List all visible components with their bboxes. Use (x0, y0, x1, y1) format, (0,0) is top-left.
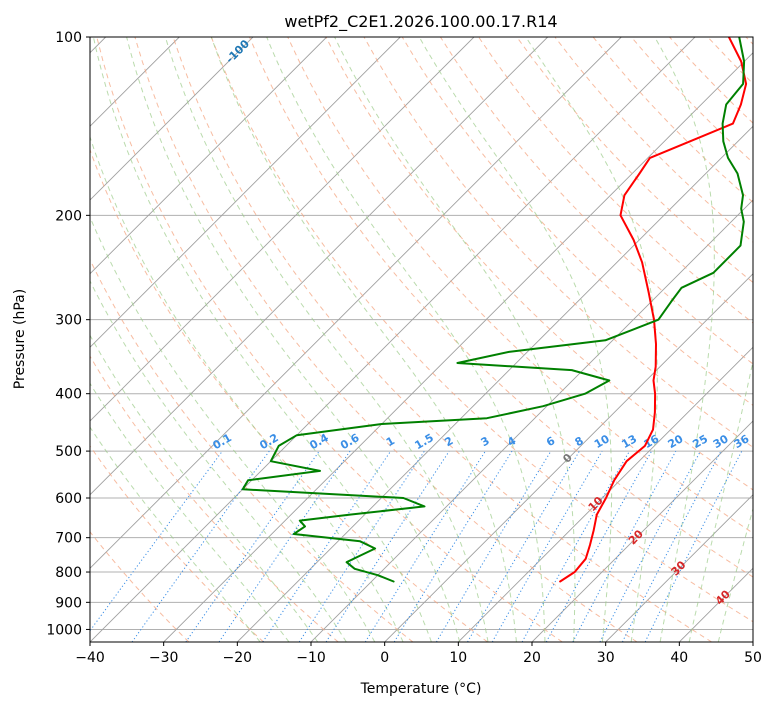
moist-adiabat-line (164, 37, 489, 642)
x-tick-label: 40 (670, 650, 688, 666)
dry-adiabat-line (90, 258, 414, 642)
isotherm-line (310, 199, 753, 642)
moist-adiabat-line (90, 426, 261, 642)
mixing-ratio-line (435, 450, 552, 642)
plot-frame (89, 36, 754, 643)
isotherm-line (90, 37, 622, 569)
isotherm-line (90, 37, 549, 496)
x-tick-label: 0 (380, 650, 389, 666)
y-tick-label: 100 (55, 30, 82, 46)
isotherm-line (605, 494, 753, 642)
moist-adiabat-line (525, 37, 658, 642)
mixing-ratio-line (262, 450, 392, 642)
isotherm-line (236, 125, 753, 642)
mixing-ratio-line (599, 450, 701, 642)
mixing-ratio-line (131, 450, 270, 642)
x-tick-label: 20 (523, 650, 541, 666)
mixing-ratio-line (644, 450, 743, 642)
x-tick-label: 30 (597, 650, 615, 666)
x-tick-label: −40 (75, 650, 105, 666)
moist-adiabat-line (90, 135, 404, 642)
moist-adiabat-line (126, 37, 461, 642)
background-lines (90, 37, 753, 642)
dry-adiabat-line (90, 445, 264, 642)
mixing-ratio-line (491, 450, 603, 642)
isotherm-line (90, 37, 328, 275)
temperature-line (559, 37, 748, 583)
moist-adiabat-line (266, 37, 546, 642)
y-tick-label: 700 (55, 531, 82, 547)
dry-adiabat-line (439, 37, 753, 365)
moist-adiabat-line (210, 37, 517, 642)
moist-adiabat-line (92, 37, 432, 642)
mixing-ratio-line (218, 450, 351, 642)
mixing-ratio-line (90, 450, 223, 632)
profiles (241, 37, 748, 583)
y-tick-label: 400 (55, 387, 82, 403)
axes: −40 −30 −20 −10 0 10 20 30 40 50 100 200 300 400 500 60… (46, 30, 762, 666)
isotherm-line (90, 37, 254, 201)
y-axis-label: Pressure (hPa) (12, 289, 28, 389)
isotherm-line (90, 37, 401, 348)
y-tick-label: 900 (55, 595, 82, 611)
dry-adiabat-line (90, 148, 488, 642)
y-tick-label: 1000 (46, 622, 82, 638)
x-tick-label: −30 (149, 650, 179, 666)
moist-adiabat-line (654, 37, 715, 642)
dry-adiabat-line (90, 531, 190, 642)
y-tick-label: 600 (55, 491, 82, 507)
y-tick-label: 300 (55, 313, 82, 329)
moist-adiabat-line (334, 37, 576, 642)
mixing-ratio-line (467, 450, 580, 642)
mixing-ratio-line (393, 450, 513, 642)
dewpoint-line (241, 37, 746, 583)
moist-adiabat-line (90, 215, 376, 642)
x-axis-label: Temperature (°C) (360, 681, 482, 697)
dry-adiabat-line (516, 37, 753, 284)
x-tick-label: −10 (296, 650, 326, 666)
dry-adiabat-line (210, 37, 753, 623)
dry-adiabat-line (172, 37, 712, 642)
dry-adiabat-line (96, 37, 563, 642)
dry-adiabat-line (401, 37, 753, 406)
plot-area (90, 37, 753, 642)
x-tick-label: 50 (744, 650, 762, 666)
x-tick-label: 10 (449, 650, 467, 666)
isotherm-line (531, 420, 753, 642)
isotherm-line (457, 346, 753, 642)
moist-adiabat-line (90, 382, 290, 642)
dry-adiabat-line (249, 37, 753, 578)
isotherm-line (384, 273, 753, 642)
isotherm-line (90, 37, 696, 642)
isotherm-line (90, 37, 475, 422)
mixing-ratio-line (621, 450, 722, 642)
y-tick-label: 800 (55, 565, 82, 581)
chart-title: wetPf2_C2E1.2026.100.00.17.R14 (284, 12, 557, 32)
y-tick-label: 200 (55, 208, 82, 224)
x-tick-label: −20 (223, 650, 253, 666)
y-tick-label: 500 (55, 444, 82, 460)
dry-adiabat-line (287, 37, 753, 534)
isotherm-line (163, 52, 753, 642)
moist-adiabat-line (90, 334, 319, 642)
